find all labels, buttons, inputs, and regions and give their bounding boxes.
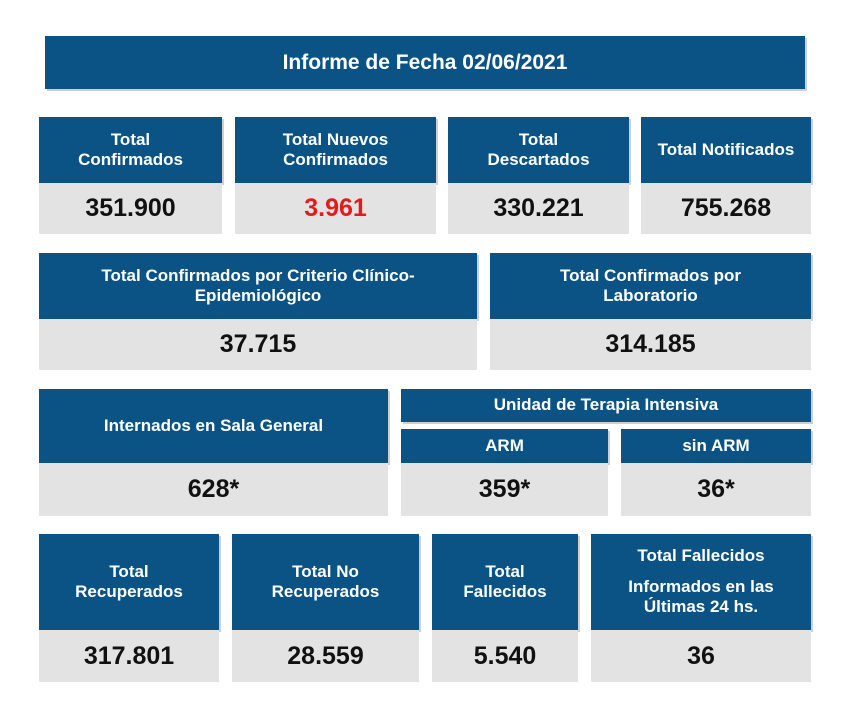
total-descartados-value-box: 330.221 <box>448 183 629 234</box>
total-no-recuperados-label: Total No Recuperados <box>271 561 380 601</box>
total-fallecidos-header: Total Fallecidos <box>432 534 578 630</box>
internados-sala-general-label: Internados en Sala General <box>103 415 324 435</box>
total-confirmados-value: 351.900 <box>85 194 176 222</box>
confirmados-laboratorio-header: Total Confirmados por Laboratorio <box>490 253 811 319</box>
internados-sala-general-value: 628* <box>187 475 240 503</box>
total-nuevos-confirmados-header: Total Nuevos Confirmados <box>235 117 436 183</box>
fallecidos-24hs-label-line1: Total Fallecidos <box>637 546 765 566</box>
total-no-recuperados-header: Total No Recuperados <box>232 534 419 630</box>
confirmados-criterio-clinico-value: 37.715 <box>219 330 297 358</box>
arm-value-box: 359* <box>401 463 608 516</box>
sin-arm-header: sin ARM <box>621 429 811 463</box>
total-recuperados-value-box: 317.801 <box>39 630 219 682</box>
total-recuperados-header: Total Recuperados <box>39 534 219 630</box>
total-descartados-label: Total Descartados <box>487 129 590 169</box>
total-confirmados-value-box: 351.900 <box>39 183 222 234</box>
arm-header: ARM <box>401 429 608 463</box>
fallecidos-24hs-value-box: 36 <box>591 630 811 682</box>
fallecidos-24hs-header: Total Fallecidos Informados en las Últim… <box>591 534 811 630</box>
fallecidos-24hs-value: 36 <box>687 641 715 670</box>
total-confirmados-label: Total Confirmados <box>78 129 183 169</box>
arm-label: ARM <box>485 435 524 455</box>
uti-header: Unidad de Terapia Intensiva <box>401 389 811 422</box>
confirmados-criterio-clinico-value-box: 37.715 <box>39 319 477 370</box>
confirmados-criterio-clinico-label: Total Confirmados por Criterio Clínico-E… <box>101 265 415 305</box>
confirmados-laboratorio-label: Total Confirmados por Laboratorio <box>559 265 741 305</box>
internados-sala-general-value-box: 628* <box>39 463 388 516</box>
report-title-bar: Informe de Fecha 02/06/2021 <box>45 36 805 89</box>
sin-arm-value: 36* <box>697 475 735 503</box>
total-descartados-header: Total Descartados <box>448 117 629 183</box>
uti-label: Unidad de Terapia Intensiva <box>493 395 719 415</box>
sin-arm-label: sin ARM <box>682 435 750 455</box>
total-nuevos-confirmados-value-box: 3.961 <box>235 183 436 234</box>
fallecidos-24hs-label-line2: Informados en las Últimas 24 hs. <box>628 576 774 617</box>
confirmados-criterio-clinico-header: Total Confirmados por Criterio Clínico-E… <box>39 253 477 319</box>
arm-value: 359* <box>478 475 531 503</box>
total-fallecidos-label: Total Fallecidos <box>463 561 547 601</box>
confirmados-laboratorio-value-box: 314.185 <box>490 319 811 370</box>
total-confirmados-header: Total Confirmados <box>39 117 222 183</box>
total-no-recuperados-value: 28.559 <box>287 641 364 670</box>
total-no-recuperados-value-box: 28.559 <box>232 630 419 682</box>
total-notificados-header: Total Notificados <box>641 117 811 183</box>
total-recuperados-label: Total Recuperados <box>75 561 183 601</box>
internados-sala-general-header: Internados en Sala General <box>39 389 388 463</box>
confirmados-laboratorio-value: 314.185 <box>605 330 696 358</box>
total-nuevos-confirmados-label: Total Nuevos Confirmados <box>282 129 389 169</box>
total-notificados-value: 755.268 <box>680 194 772 222</box>
total-descartados-value: 330.221 <box>493 194 584 222</box>
total-notificados-value-box: 755.268 <box>641 183 811 234</box>
total-fallecidos-value-box: 5.540 <box>432 630 578 682</box>
total-recuperados-value: 317.801 <box>83 641 175 670</box>
sin-arm-value-box: 36* <box>621 463 811 516</box>
total-notificados-label: Total Notificados <box>657 139 795 159</box>
report-title: Informe de Fecha 02/06/2021 <box>282 50 568 74</box>
total-nuevos-confirmados-value: 3.961 <box>304 194 367 222</box>
total-fallecidos-value: 5.540 <box>473 641 537 670</box>
